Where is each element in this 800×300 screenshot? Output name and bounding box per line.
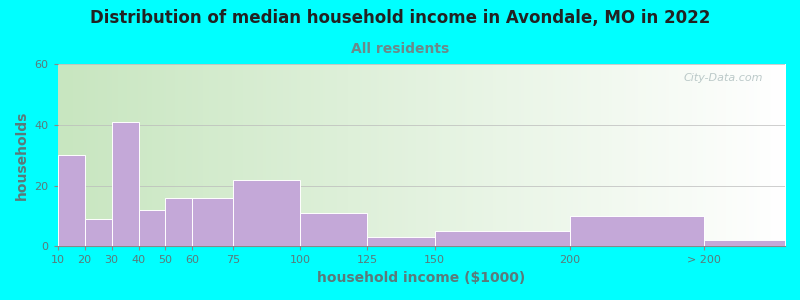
Bar [58,155,85,246]
Bar [192,198,233,246]
Bar [166,198,192,246]
Bar [704,240,785,246]
Text: Distribution of median household income in Avondale, MO in 2022: Distribution of median household income … [90,9,710,27]
Bar [111,122,138,246]
Bar [300,213,367,246]
X-axis label: household income ($1000): household income ($1000) [318,271,526,285]
Bar [435,231,570,246]
Bar [367,237,435,246]
Text: All residents: All residents [351,42,449,56]
Bar [85,219,111,246]
Text: City-Data.com: City-Data.com [684,73,763,83]
Y-axis label: households: households [15,110,29,200]
Bar [570,216,704,246]
Bar [138,210,166,246]
Bar [233,179,300,246]
